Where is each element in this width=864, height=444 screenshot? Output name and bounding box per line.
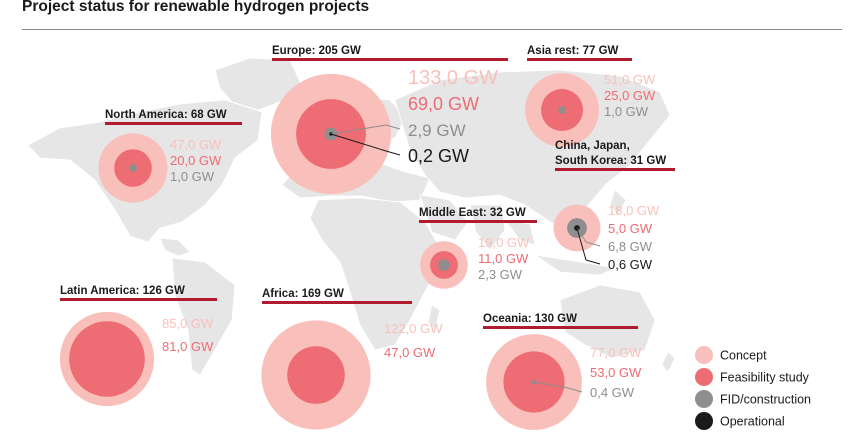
value-label-concept: 133,0 GW [408, 67, 498, 89]
value-label-concept: 85,0 GW [162, 316, 214, 331]
value-label-feasibility: 20,0 GW [170, 153, 222, 168]
value-label-feasibility: 25,0 GW [604, 88, 656, 103]
value-label-operational: 0,6 GW [608, 257, 653, 272]
value-label-fid: 6,8 GW [608, 239, 653, 254]
value-label-feasibility: 47,0 GW [384, 345, 436, 360]
leader-line-fid [576, 227, 587, 243]
value-label-feasibility: 69,0 GW [408, 94, 479, 114]
title-divider [22, 29, 842, 30]
region-rule [527, 58, 632, 61]
region-label-cjk: South Korea: 31 GW [555, 155, 666, 167]
region-label-europe: Europe: 205 GW [272, 45, 361, 57]
value-label-feasibility: 5,0 GW [608, 221, 653, 236]
chart-title: Project status for renewable hydrogen pr… [22, 0, 370, 15]
value-label-concept: 51,0 GW [604, 72, 656, 87]
value-label-fid: 1,0 GW [604, 104, 649, 119]
region-latin-america: Latin America: 126 GW 85,0 GW 81,0 GW [59, 285, 217, 407]
leader-line-fid [385, 124, 401, 130]
region-label-africa: Africa: 169 GW [262, 288, 344, 300]
region-label-north-america: North America: 68 GW [105, 109, 227, 121]
legend-swatch-concept [695, 346, 713, 364]
region-rule [483, 326, 638, 329]
value-label-concept: 19,0 GW [478, 235, 530, 250]
region-rule [419, 220, 537, 223]
legend-swatch-fid [695, 390, 713, 408]
leader-line-fid [533, 381, 569, 389]
leader-line-operational [576, 227, 587, 261]
value-label-concept: 122,0 GW [384, 321, 443, 336]
region-rule [272, 58, 508, 61]
legend-label-feasibility: Feasibility study [720, 371, 810, 385]
feasibility-bubble [69, 321, 145, 397]
region-rule [262, 301, 412, 304]
legend-swatch-feasibility [695, 368, 713, 386]
value-label-feasibility: 81,0 GW [162, 339, 214, 354]
region-cjk: China, Japan, South Korea: 31 GW 18,0 GW 5,… [553, 140, 675, 272]
value-label-fid: 2,3 GW [478, 267, 523, 282]
region-label-oceania: Oceania: 130 GW [483, 313, 577, 325]
region-label-latin-america: Latin America: 126 GW [60, 285, 185, 297]
leader-line-operational [585, 259, 601, 265]
value-label-fid: 2,9 GW [408, 121, 466, 140]
value-label-fid: 0,4 GW [590, 385, 635, 400]
leader-line-operational [385, 150, 401, 156]
leader-line-fid [585, 241, 601, 247]
region-rule [60, 298, 217, 301]
feasibility-bubble [287, 346, 345, 404]
legend-label-fid: FID/construction [720, 393, 811, 407]
region-label-middle-east: Middle East: 32 GW [419, 207, 526, 219]
region-rule [555, 168, 675, 171]
region-europe: Europe: 205 GW 133,0 GW 69,0 GW 2,9 GW 0,2 G… [270, 45, 508, 195]
leader-line-fid [567, 387, 583, 393]
value-label-feasibility: 11,0 GW [478, 251, 529, 266]
fid-bubble [558, 106, 566, 114]
fid-bubble [438, 259, 450, 271]
legend-label-operational: Operational [720, 415, 785, 429]
legend: Concept Feasibility study FID/construction… [695, 346, 811, 430]
value-label-concept: 77,0 GW [590, 345, 642, 360]
value-label-fid: 1,0 GW [170, 169, 215, 184]
value-label-concept: 47,0 GW [170, 137, 222, 152]
legend-label-concept: Concept [720, 349, 767, 363]
region-rule [105, 122, 242, 125]
leader-line-operational [330, 133, 387, 152]
region-label-asia-rest: Asia rest: 77 GW [527, 45, 619, 57]
legend-swatch-operational [695, 412, 713, 430]
region-label-cjk: China, Japan, [555, 140, 630, 152]
value-label-operational: 0,2 GW [408, 146, 469, 166]
leader-line-fid [330, 124, 387, 135]
region-oceania: Oceania: 130 GW 77,0 GW 53,0 GW 0,4 GW [483, 313, 642, 430]
value-label-feasibility: 53,0 GW [590, 365, 642, 380]
value-label-concept: 18,0 GW [608, 203, 660, 218]
region-africa: Africa: 169 GW 122,0 GW 47,0 GW [261, 288, 443, 430]
fid-bubble [129, 164, 137, 172]
